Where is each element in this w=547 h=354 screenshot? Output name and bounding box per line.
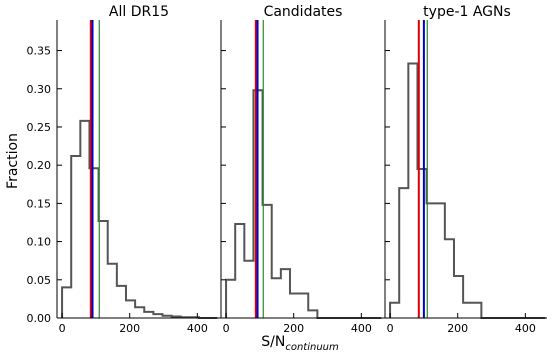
y-tick-label: 0.00	[27, 312, 52, 325]
y-tick-label: 0.05	[27, 274, 52, 287]
histogram-steps	[225, 89, 382, 319]
y-tick-label: 0.35	[27, 45, 52, 58]
panel-title: Candidates	[264, 4, 343, 20]
y-tick-label: 0.10	[27, 236, 52, 249]
x-tick-label: 200	[119, 322, 140, 335]
panel-2: 0 200 400 Candidates	[220, 4, 385, 335]
panel-title: type-1 AGNs	[423, 4, 511, 20]
x-tick-label: 200	[447, 322, 468, 335]
x-tick-label: 200	[283, 322, 304, 335]
x-tick-label: 0	[59, 322, 66, 335]
histogram-steps	[389, 62, 546, 319]
y-tick-label: 0.15	[27, 197, 52, 210]
histogram-steps	[61, 119, 218, 319]
x-tick-label: 400	[351, 322, 372, 335]
panel-1: 0 200 400 0.00 0.05 0.10 0.15 0.20 0.25 0.30 0.35 A…	[27, 4, 221, 335]
x-tick-label: 400	[515, 322, 536, 335]
panel-3: 0 200 400 type-1 AGNs	[384, 4, 547, 335]
x-axis-label-subscript: continuum	[285, 342, 339, 353]
x-tick-label: 0	[387, 322, 394, 335]
x-axis-label-main: S/N	[261, 334, 285, 350]
y-tick-label: 0.30	[27, 83, 52, 96]
panels-group: 0 200 400 0.00 0.05 0.10 0.15 0.20 0.25 0.30 0.35 A…	[27, 4, 547, 335]
y-tick-label: 0.20	[27, 159, 52, 172]
y-axis-label: Fraction	[5, 133, 21, 189]
panel-title: All DR15	[109, 4, 169, 20]
x-tick-label: 400	[187, 322, 208, 335]
y-tick-label: 0.25	[27, 121, 52, 134]
x-axis-label: S/Ncontinuum	[261, 334, 339, 353]
x-tick-label: 0	[223, 322, 230, 335]
